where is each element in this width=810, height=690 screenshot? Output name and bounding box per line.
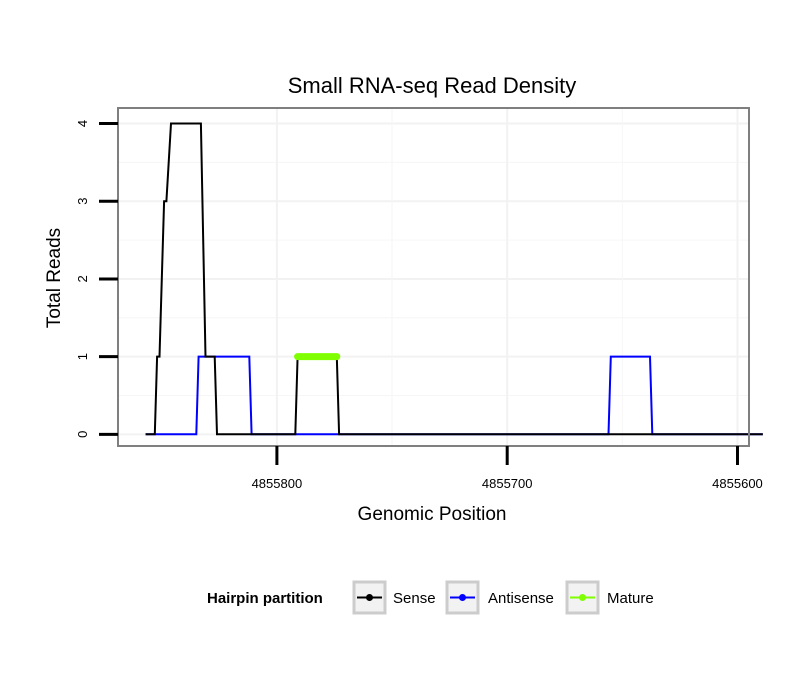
x-tick-label: 4855600 (712, 476, 763, 491)
y-tick-label: 2 (75, 275, 90, 282)
legend-label: Mature (607, 590, 654, 607)
legend-key-point (579, 594, 586, 601)
y-tick-label: 4 (75, 120, 90, 127)
x-tick-label: 4855800 (252, 476, 303, 491)
legend-key-point (459, 594, 466, 601)
x-axis-title: Genomic Position (358, 504, 507, 525)
legend-item-mature: Mature (565, 580, 654, 615)
y-axis: 0 1 2 3 4 (75, 120, 118, 438)
plot-panel-border (117, 107, 750, 447)
y-tick-label: 3 (75, 198, 90, 205)
series-layer (145, 122, 763, 436)
grid (118, 108, 749, 446)
legend-label: Antisense (488, 590, 554, 607)
legend-item-sense: Sense (352, 580, 436, 615)
y-tick-label: 0 (75, 431, 90, 438)
legend: Hairpin partition Sense Antisense Mature (207, 580, 654, 615)
chart-title: Small RNA-seq Read Density (288, 73, 577, 98)
legend-key-point (366, 594, 373, 601)
y-tick-label: 1 (75, 353, 90, 360)
x-axis: 4855800 4855700 4855600 (252, 446, 763, 491)
legend-title: Hairpin partition (207, 590, 323, 607)
x-tick-label: 4855700 (482, 476, 533, 491)
y-axis-title: Total Reads (44, 228, 65, 328)
legend-item-antisense: Antisense (445, 580, 554, 615)
legend-label: Sense (393, 590, 436, 607)
